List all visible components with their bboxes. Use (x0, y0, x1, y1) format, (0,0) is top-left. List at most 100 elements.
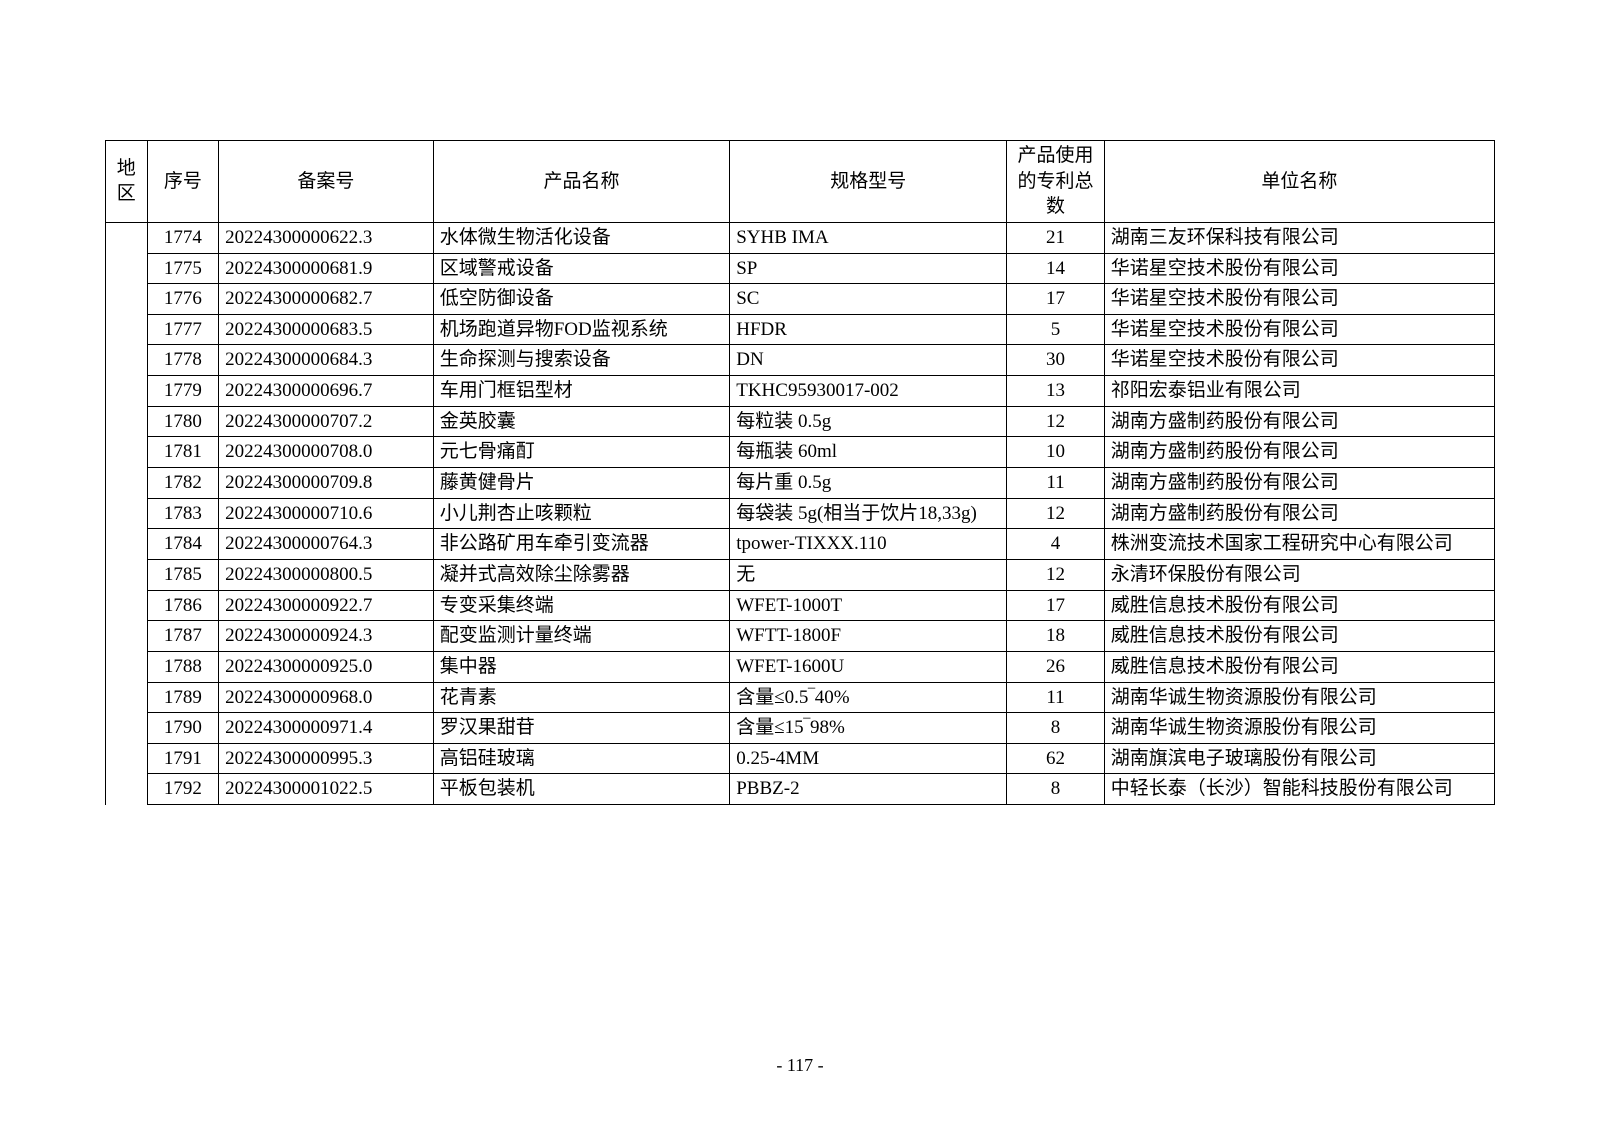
cell-patents: 14 (1007, 253, 1105, 284)
table-row: 178420224300000764.3非公路矿用车牵引变流器tpower-TI… (106, 529, 1495, 560)
cell-product: 高铝硅玻璃 (433, 743, 730, 774)
cell-product: 车用门框铝型材 (433, 376, 730, 407)
table-body: 177420224300000622.3水体微生物活化设备SYHB IMA21湖… (106, 222, 1495, 804)
cell-product: 低空防御设备 (433, 284, 730, 315)
cell-patents: 8 (1007, 774, 1105, 805)
cell-spec: SP (730, 253, 1007, 284)
cell-spec: 含量≤0.5‾40% (730, 682, 1007, 713)
cell-spec: WFET-1000T (730, 590, 1007, 621)
cell-patents: 10 (1007, 437, 1105, 468)
cell-product: 配变监测计量终端 (433, 621, 730, 652)
cell-product: 生命探测与搜索设备 (433, 345, 730, 376)
cell-product: 罗汉果甜苷 (433, 713, 730, 744)
cell-seq: 1787 (147, 621, 219, 652)
cell-patents: 21 (1007, 222, 1105, 253)
col-filing: 备案号 (219, 141, 434, 223)
cell-seq: 1780 (147, 406, 219, 437)
cell-spec: 每袋装 5g(相当于饮片18,33g) (730, 498, 1007, 529)
cell-product: 藤黄健骨片 (433, 468, 730, 499)
table-row: 177520224300000681.9区域警戒设备SP14华诺星空技术股份有限… (106, 253, 1495, 284)
cell-seq: 1785 (147, 559, 219, 590)
table-row: 178720224300000924.3配变监测计量终端WFTT-1800F18… (106, 621, 1495, 652)
cell-unit: 威胜信息技术股份有限公司 (1104, 590, 1494, 621)
cell-spec: 含量≤15‾98% (730, 713, 1007, 744)
cell-unit: 华诺星空技术股份有限公司 (1104, 345, 1494, 376)
table-row: 177420224300000622.3水体微生物活化设备SYHB IMA21湖… (106, 222, 1495, 253)
table-row: 179120224300000995.3高铝硅玻璃0.25-4MM62湖南旗滨电… (106, 743, 1495, 774)
cell-spec: tpower-TIXXX.110 (730, 529, 1007, 560)
table-row: 178920224300000968.0花青素含量≤0.5‾40%11湖南华诚生… (106, 682, 1495, 713)
cell-filing: 20224300000682.7 (219, 284, 434, 315)
cell-spec: 每瓶装 60ml (730, 437, 1007, 468)
cell-unit: 祁阳宏泰铝业有限公司 (1104, 376, 1494, 407)
cell-filing: 20224300000924.3 (219, 621, 434, 652)
cell-product: 金英胶囊 (433, 406, 730, 437)
cell-filing: 20224300000681.9 (219, 253, 434, 284)
cell-seq: 1788 (147, 651, 219, 682)
table-row: 179220224300001022.5平板包装机PBBZ-28中轻长泰（长沙）… (106, 774, 1495, 805)
cell-patents: 17 (1007, 590, 1105, 621)
table-row: 177920224300000696.7车用门框铝型材TKHC95930017-… (106, 376, 1495, 407)
cell-seq: 1790 (147, 713, 219, 744)
cell-patents: 18 (1007, 621, 1105, 652)
cell-unit: 华诺星空技术股份有限公司 (1104, 314, 1494, 345)
cell-unit: 威胜信息技术股份有限公司 (1104, 651, 1494, 682)
table-row: 177620224300000682.7低空防御设备SC17华诺星空技术股份有限… (106, 284, 1495, 315)
cell-patents: 11 (1007, 682, 1105, 713)
cell-seq: 1786 (147, 590, 219, 621)
cell-patents: 13 (1007, 376, 1105, 407)
cell-unit: 华诺星空技术股份有限公司 (1104, 253, 1494, 284)
cell-seq: 1777 (147, 314, 219, 345)
cell-seq: 1782 (147, 468, 219, 499)
cell-patents: 4 (1007, 529, 1105, 560)
cell-product: 专变采集终端 (433, 590, 730, 621)
cell-spec: TKHC95930017-002 (730, 376, 1007, 407)
col-region: 地区 (106, 141, 148, 223)
cell-filing: 20224300000968.0 (219, 682, 434, 713)
cell-filing: 20224300000922.7 (219, 590, 434, 621)
cell-filing: 20224300000622.3 (219, 222, 434, 253)
data-table: 地区 序号 备案号 产品名称 规格型号 产品使用的专利总数 单位名称 17742… (105, 140, 1495, 805)
cell-product: 凝并式高效除尘除雾器 (433, 559, 730, 590)
cell-seq: 1792 (147, 774, 219, 805)
cell-filing: 20224300000995.3 (219, 743, 434, 774)
cell-unit: 中轻长泰（长沙）智能科技股份有限公司 (1104, 774, 1494, 805)
table-header: 地区 序号 备案号 产品名称 规格型号 产品使用的专利总数 单位名称 (106, 141, 1495, 223)
cell-product: 机场跑道异物FOD监视系统 (433, 314, 730, 345)
cell-product: 花青素 (433, 682, 730, 713)
cell-seq: 1784 (147, 529, 219, 560)
table-row: 178120224300000708.0元七骨痛酊每瓶装 60ml10湖南方盛制… (106, 437, 1495, 468)
col-patents: 产品使用的专利总数 (1007, 141, 1105, 223)
cell-filing: 20224300000764.3 (219, 529, 434, 560)
cell-product: 区域警戒设备 (433, 253, 730, 284)
table-row: 178820224300000925.0集中器WFET-1600U26威胜信息技… (106, 651, 1495, 682)
cell-seq: 1775 (147, 253, 219, 284)
cell-unit: 湖南方盛制药股份有限公司 (1104, 498, 1494, 529)
cell-region (106, 222, 148, 804)
cell-unit: 湖南华诚生物资源股份有限公司 (1104, 682, 1494, 713)
cell-product: 平板包装机 (433, 774, 730, 805)
cell-spec: PBBZ-2 (730, 774, 1007, 805)
col-product: 产品名称 (433, 141, 730, 223)
cell-unit: 湖南旗滨电子玻璃股份有限公司 (1104, 743, 1494, 774)
cell-filing: 20224300000696.7 (219, 376, 434, 407)
cell-seq: 1791 (147, 743, 219, 774)
cell-spec: WFTT-1800F (730, 621, 1007, 652)
cell-unit: 永清环保股份有限公司 (1104, 559, 1494, 590)
cell-seq: 1774 (147, 222, 219, 253)
cell-product: 非公路矿用车牵引变流器 (433, 529, 730, 560)
cell-spec: WFET-1600U (730, 651, 1007, 682)
cell-filing: 20224300000708.0 (219, 437, 434, 468)
table-row: 178620224300000922.7专变采集终端WFET-1000T17威胜… (106, 590, 1495, 621)
table-row: 178520224300000800.5凝并式高效除尘除雾器无12永清环保股份有… (106, 559, 1495, 590)
col-seq: 序号 (147, 141, 219, 223)
cell-unit: 湖南方盛制药股份有限公司 (1104, 406, 1494, 437)
cell-product: 小儿荆杏止咳颗粒 (433, 498, 730, 529)
cell-unit: 湖南方盛制药股份有限公司 (1104, 437, 1494, 468)
document-page: 地区 序号 备案号 产品名称 规格型号 产品使用的专利总数 单位名称 17742… (0, 0, 1600, 805)
cell-patents: 12 (1007, 498, 1105, 529)
cell-patents: 30 (1007, 345, 1105, 376)
cell-filing: 20224300000710.6 (219, 498, 434, 529)
table-row: 178020224300000707.2金英胶囊每粒装 0.5g12湖南方盛制药… (106, 406, 1495, 437)
cell-filing: 20224300000683.5 (219, 314, 434, 345)
